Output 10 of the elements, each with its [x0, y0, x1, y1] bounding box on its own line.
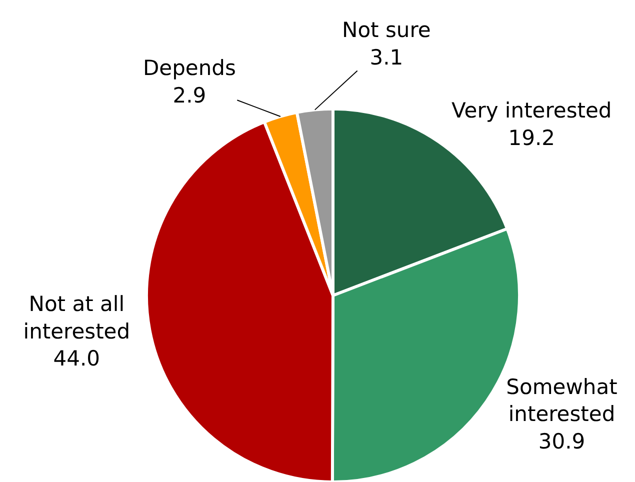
- slice-label: Very interested: [452, 98, 612, 123]
- data-label: 2.9: [172, 83, 206, 108]
- slice-label: Depends: [143, 56, 236, 80]
- data-label: 44.0: [53, 346, 100, 371]
- slice-label: Somewhat interested: [506, 374, 618, 426]
- data-label: 3.1: [370, 45, 404, 70]
- slice-label: Not sure: [342, 18, 431, 42]
- data-label: 19.2: [508, 126, 556, 150]
- slice-label: Not at all interested: [23, 292, 130, 344]
- data-label: 30.9: [538, 429, 586, 454]
